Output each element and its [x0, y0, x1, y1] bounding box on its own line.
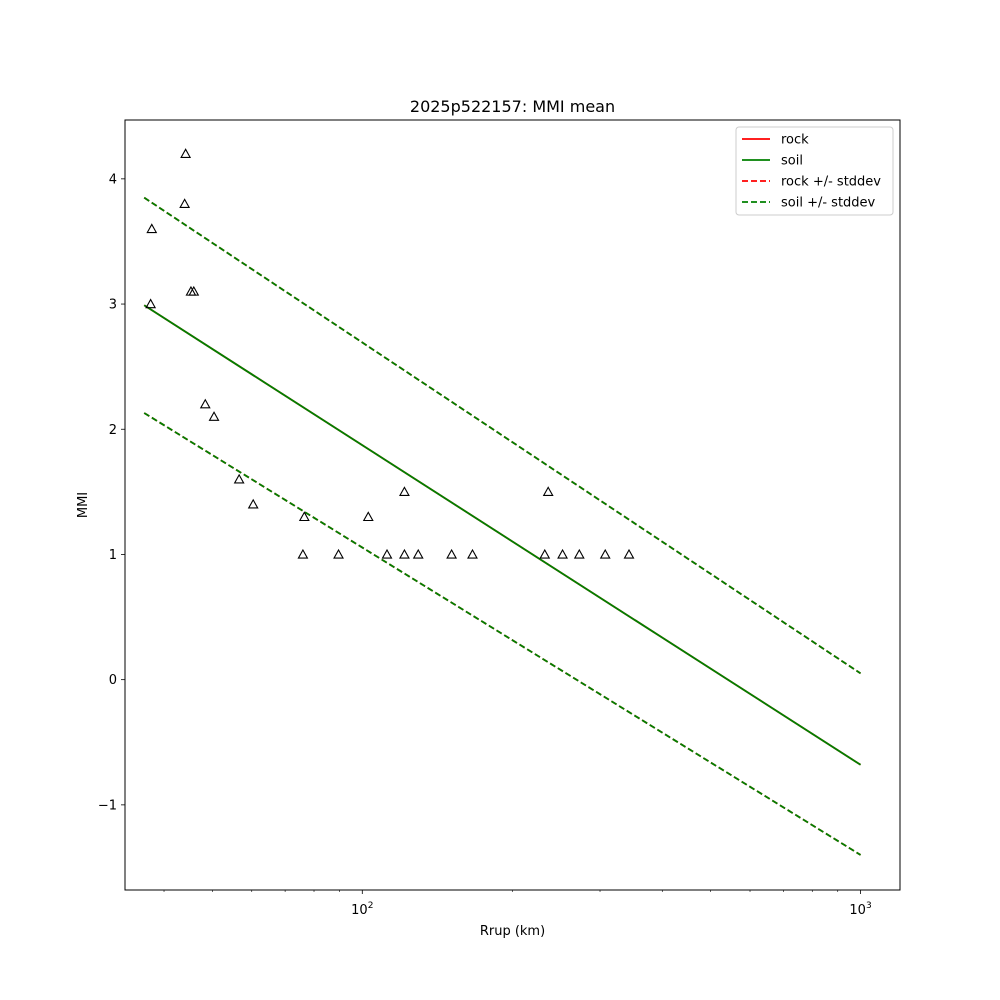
data-point-triangle	[539, 548, 551, 559]
y-tick-label: 0	[109, 673, 117, 688]
y-tick-label: 4	[109, 172, 117, 187]
axes-frame	[124, 119, 901, 891]
data-point-triangle	[399, 486, 410, 497]
data-point-triangle	[412, 548, 424, 559]
data-point-triangle	[362, 511, 374, 522]
data-point-triangle	[247, 498, 259, 509]
x-axis-label: Rrup (km)	[480, 924, 545, 939]
y-tick-label: 1	[109, 548, 117, 563]
data-point-triangle	[542, 486, 554, 497]
series-line-soil	[143, 304, 862, 766]
y-axis-ticks: −1 0 1 2 3 4	[98, 172, 125, 813]
y-tick-label: 3	[109, 298, 117, 313]
data-point-triangle	[208, 411, 220, 421]
y-tick-label: 2	[109, 423, 117, 438]
data-point-triangle	[145, 298, 157, 309]
series-line-soil-stddev	[143, 412, 862, 856]
data-point-triangle	[573, 548, 585, 559]
y-tick-label: −1	[98, 798, 117, 813]
data-point-triangle	[146, 223, 158, 234]
legend-label: soil	[781, 154, 803, 169]
data-point-triangle	[233, 473, 245, 484]
legend: rock soil rock +/- stddev soil +/- stddev	[735, 126, 894, 216]
data-point-triangle	[188, 285, 200, 296]
data-point-triangle	[180, 148, 192, 158]
data-point-triangle	[399, 548, 410, 559]
data-point-triangle	[199, 398, 211, 409]
data-point-triangle	[599, 548, 611, 559]
series-line-soil-stddev	[143, 196, 862, 675]
data-point-triangle	[446, 548, 458, 559]
data-point-triangle	[623, 548, 635, 559]
legend-label: rock	[781, 133, 809, 148]
legend-label: soil +/- stddev	[781, 196, 876, 211]
data-point-triangle	[179, 198, 191, 209]
data-point-triangle	[333, 548, 344, 559]
chart-title: 2025p522157: MMI mean	[410, 97, 615, 116]
data-point-triangle	[381, 548, 393, 559]
y-axis-label: MMI	[76, 492, 91, 518]
data-point-triangle	[297, 548, 309, 559]
legend-label: rock +/- stddev	[781, 175, 881, 190]
plot-area	[143, 148, 862, 856]
data-point-triangle	[557, 548, 568, 559]
data-point-triangle	[298, 511, 310, 522]
data-point-triangle	[467, 548, 478, 559]
legend-box	[735, 126, 894, 216]
